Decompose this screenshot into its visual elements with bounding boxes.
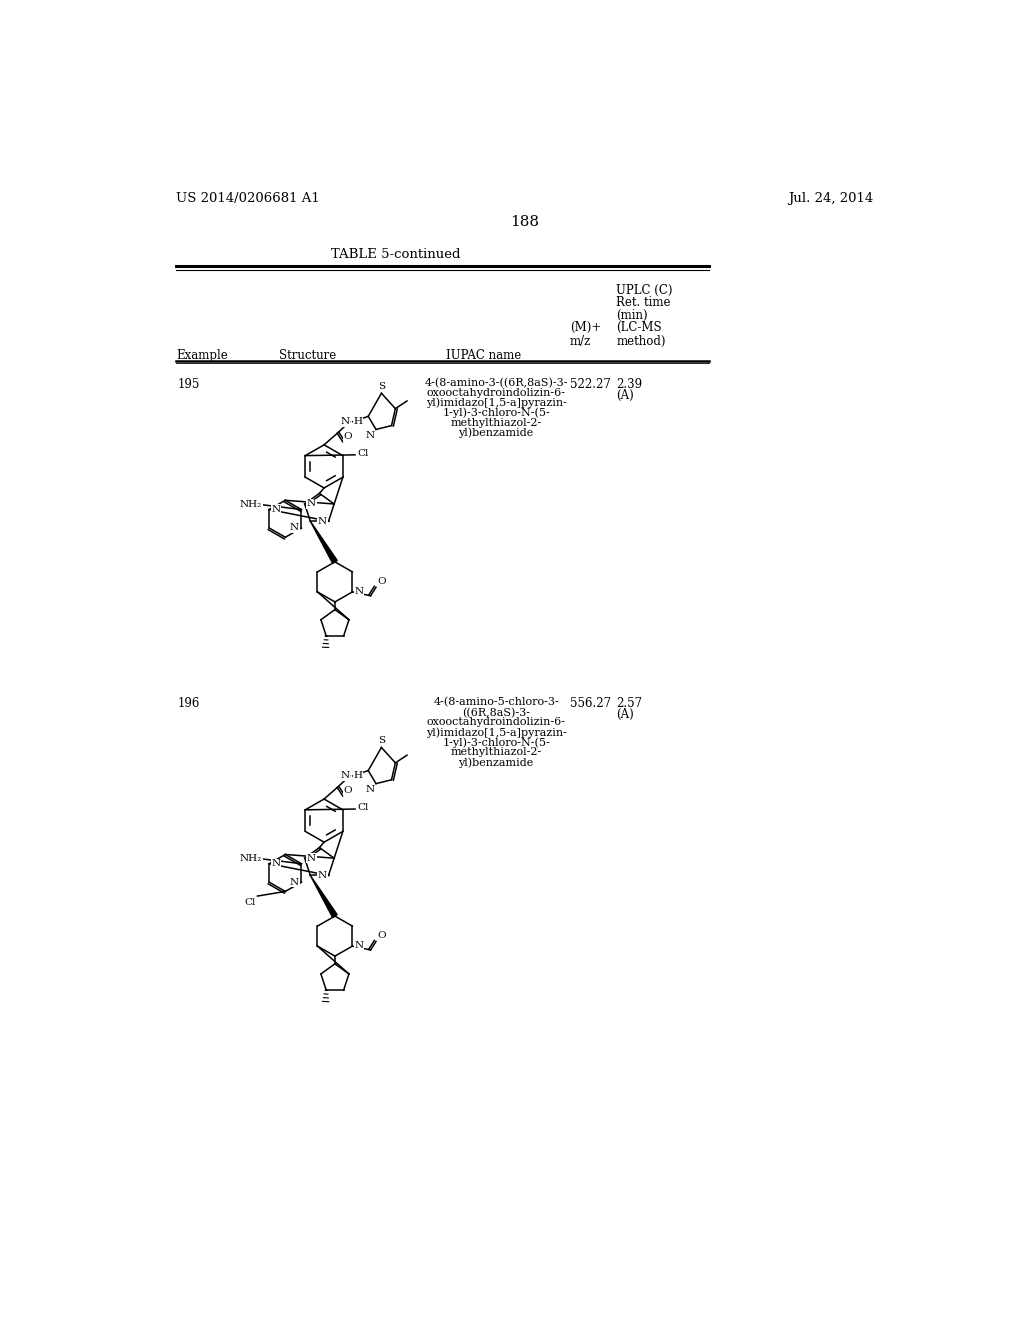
Text: S: S	[378, 381, 385, 391]
Text: O: O	[378, 577, 386, 586]
Text: (LC-MS: (LC-MS	[616, 321, 662, 334]
Text: 188: 188	[510, 215, 540, 228]
Text: N: N	[307, 499, 316, 508]
Text: N: N	[317, 516, 327, 525]
Text: Cl: Cl	[357, 803, 369, 812]
Text: N: N	[271, 859, 281, 869]
Text: Cl: Cl	[245, 898, 256, 907]
Text: 556.27: 556.27	[569, 697, 611, 710]
Text: m/z: m/z	[569, 335, 591, 347]
Text: 4-(8-amino-3-((6R,8aS)-3-: 4-(8-amino-3-((6R,8aS)-3-	[424, 378, 568, 388]
Text: N: N	[271, 506, 281, 513]
Text: US 2014/0206681 A1: US 2014/0206681 A1	[176, 191, 319, 205]
Text: (A): (A)	[616, 388, 634, 401]
Text: N: N	[354, 941, 364, 950]
Text: N: N	[290, 524, 299, 532]
Text: 195: 195	[177, 378, 200, 391]
Text: ((6R,8aS)-3-: ((6R,8aS)-3-	[462, 708, 530, 718]
Text: IUPAC name: IUPAC name	[445, 348, 521, 362]
Text: methylthiazol-2-: methylthiazol-2-	[451, 747, 542, 758]
Text: N: N	[354, 586, 364, 595]
Text: yl)imidazo[1,5-a]pyrazin-: yl)imidazo[1,5-a]pyrazin-	[426, 727, 566, 738]
Text: N: N	[366, 430, 375, 440]
Text: N: N	[307, 854, 316, 863]
Text: H: H	[353, 417, 362, 426]
Text: method): method)	[616, 335, 666, 347]
Text: Structure: Structure	[280, 348, 336, 362]
Text: UPLC (C): UPLC (C)	[616, 284, 673, 297]
Text: Cl: Cl	[357, 449, 369, 458]
Text: N: N	[341, 771, 349, 780]
Text: yl)imidazo[1,5-a]pyrazin-: yl)imidazo[1,5-a]pyrazin-	[426, 397, 566, 408]
Text: H: H	[353, 771, 362, 780]
Text: S: S	[378, 737, 385, 744]
Text: 1-yl)-3-chloro-N-(5-: 1-yl)-3-chloro-N-(5-	[442, 738, 550, 748]
Text: (min): (min)	[616, 309, 648, 322]
Text: Jul. 24, 2014: Jul. 24, 2014	[788, 191, 873, 205]
Text: 1-yl)-3-chloro-N-(5-: 1-yl)-3-chloro-N-(5-	[442, 408, 550, 418]
Text: O: O	[343, 787, 352, 795]
Text: 4-(8-amino-5-chloro-3-: 4-(8-amino-5-chloro-3-	[433, 697, 559, 708]
Text: NH₂: NH₂	[240, 500, 262, 508]
Text: yl)benzamide: yl)benzamide	[459, 428, 534, 438]
Text: 196: 196	[177, 697, 200, 710]
Text: O: O	[343, 432, 352, 441]
Text: yl)benzamide: yl)benzamide	[459, 758, 534, 768]
Text: N: N	[341, 417, 349, 426]
Text: TABLE 5-continued: TABLE 5-continued	[331, 248, 460, 261]
Text: oxooctahydroindolizin-6-: oxooctahydroindolizin-6-	[427, 718, 565, 727]
Polygon shape	[310, 521, 337, 564]
Text: 522.27: 522.27	[569, 378, 610, 391]
Text: oxooctahydroindolizin-6-: oxooctahydroindolizin-6-	[427, 388, 565, 397]
Text: 2.57: 2.57	[616, 697, 642, 710]
Polygon shape	[310, 875, 337, 917]
Text: Ret. time: Ret. time	[616, 296, 671, 309]
Text: NH₂: NH₂	[240, 854, 262, 863]
Text: methylthiazol-2-: methylthiazol-2-	[451, 418, 542, 428]
Text: (M)+: (M)+	[569, 321, 601, 334]
Text: O: O	[378, 931, 386, 940]
Text: N: N	[290, 878, 299, 887]
Text: (A): (A)	[616, 708, 634, 721]
Text: Example: Example	[176, 348, 227, 362]
Text: 2.39: 2.39	[616, 378, 642, 391]
Text: N: N	[317, 871, 327, 880]
Text: N: N	[366, 785, 375, 795]
